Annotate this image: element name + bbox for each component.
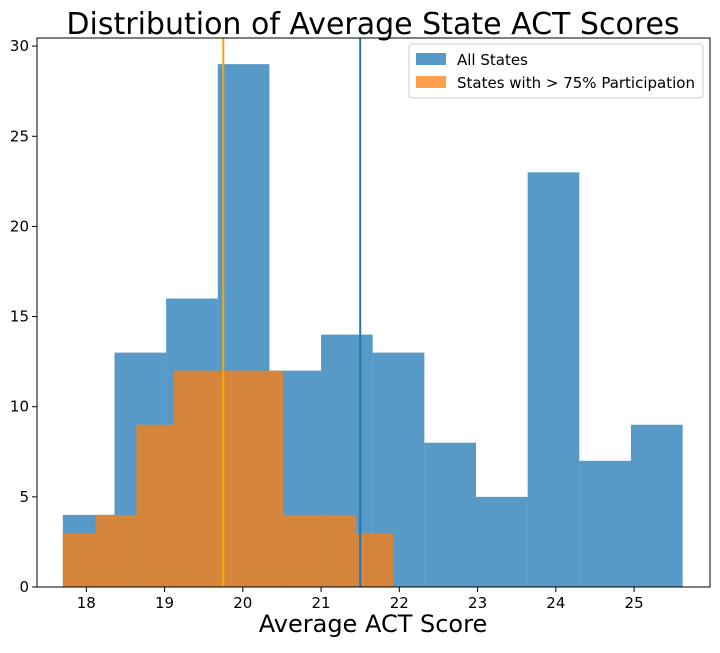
chart-title: Distribution of Average State ACT Scores [66,7,679,42]
y-tick-label: 10 [10,398,29,416]
y-tick-label: 15 [10,308,29,326]
bar-series-0-bin-11 [630,424,683,587]
bar-series-1-bin-2 [136,424,174,587]
bar-series-0-bin-8 [476,496,528,587]
bar-series-1-bin-7 [356,532,394,587]
legend-label-high-participation: States with > 75% Participation [457,74,695,92]
bar-series-0-bin-10 [579,460,631,587]
y-tick-label: 30 [10,37,29,55]
bar-series-0-bin-7 [424,442,477,587]
legend-box [408,43,704,99]
y-tick-label: 0 [19,578,29,596]
legend-label-all-states: All States [457,51,528,69]
y-tick-label: 20 [10,217,29,235]
bar-series-1-bin-4 [227,370,284,587]
bar-series-1-bin-3 [173,370,228,587]
plot-frame [36,37,711,588]
x-tick-label: 18 [77,594,96,612]
x-axis-ticks: 18 19 20 21 22 23 24 25 [77,587,644,612]
x-tick-label: 23 [468,594,487,612]
bar-series-1-bin-0 [62,532,96,587]
mean-lines-layer [222,38,362,587]
y-axis-ticks: 0 5 10 15 20 25 30 [10,37,37,596]
legend-swatch-all-states [416,53,446,65]
bar-series-1-bin-1 [95,514,137,587]
legend: All States States with > 75% Participati… [408,43,704,99]
x-tick-label: 21 [312,594,331,612]
bar-series-1-bin-6 [322,514,357,587]
x-tick-label: 25 [625,594,644,612]
x-tick-label: 22 [390,594,409,612]
y-tick-label: 25 [10,127,29,145]
legend-swatch-high-participation [416,76,446,88]
x-tick-label: 19 [155,594,174,612]
x-axis-label: Average ACT Score [259,610,487,638]
x-tick-label: 20 [233,594,252,612]
bars-layer [62,64,683,587]
x-tick-label: 24 [546,594,565,612]
y-tick-label: 5 [19,488,29,506]
bar-series-1-bin-5 [283,514,323,587]
bar-series-0-bin-9 [527,172,580,587]
